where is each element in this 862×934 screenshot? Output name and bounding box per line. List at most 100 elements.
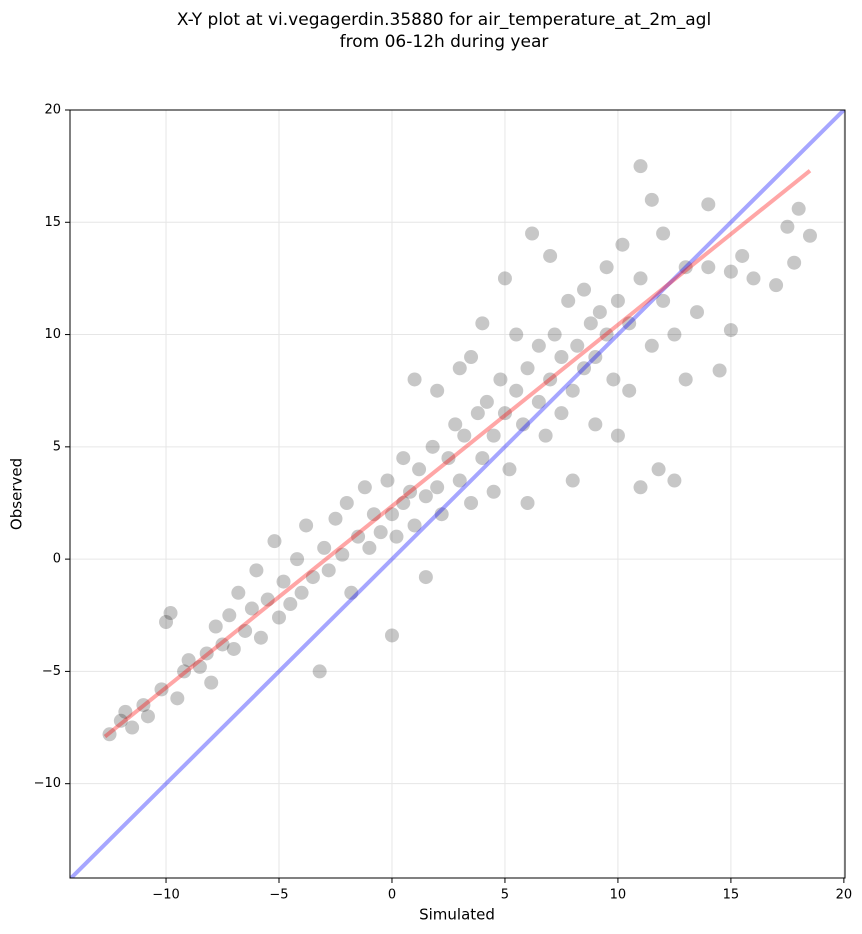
- point: [425, 439, 440, 454]
- point: [215, 637, 230, 652]
- point: [678, 372, 693, 387]
- point: [678, 260, 693, 275]
- point: [125, 720, 140, 735]
- point: [118, 704, 133, 719]
- x-axis-label: Simulated: [419, 906, 495, 924]
- point: [253, 630, 268, 645]
- point: [690, 305, 705, 320]
- point: [170, 691, 185, 706]
- y-tick-label: 0: [53, 552, 61, 567]
- point: [305, 570, 320, 585]
- point: [509, 383, 524, 398]
- point: [357, 480, 372, 495]
- point: [610, 428, 625, 443]
- point: [735, 248, 750, 263]
- x-tick-label: 15: [723, 888, 740, 903]
- point: [464, 350, 479, 365]
- point: [396, 451, 411, 466]
- point: [384, 507, 399, 522]
- point: [565, 383, 580, 398]
- fit-line: [70, 110, 845, 878]
- point: [520, 495, 535, 510]
- x-tick-label: 5: [501, 888, 509, 903]
- point: [452, 473, 467, 488]
- point: [656, 226, 671, 241]
- y-tick-label: −5: [42, 664, 61, 679]
- point: [407, 518, 422, 533]
- point: [366, 507, 381, 522]
- y-tick-label: 15: [44, 215, 61, 230]
- point: [384, 628, 399, 643]
- point: [159, 615, 174, 629]
- point: [362, 540, 377, 555]
- point: [470, 406, 485, 421]
- point: [651, 462, 666, 477]
- point: [644, 338, 659, 353]
- point: [260, 592, 275, 607]
- point: [181, 653, 196, 668]
- point: [475, 316, 490, 331]
- point: [204, 675, 219, 690]
- point: [606, 372, 621, 387]
- point: [701, 260, 716, 275]
- point: [561, 293, 576, 308]
- point: [493, 372, 508, 387]
- point: [554, 406, 569, 421]
- point: [267, 534, 282, 549]
- point: [222, 608, 237, 623]
- point: [479, 394, 494, 409]
- point: [418, 570, 433, 585]
- point: [290, 552, 305, 567]
- point: [163, 606, 178, 621]
- point: [525, 226, 540, 241]
- point: [199, 646, 214, 661]
- point: [335, 547, 350, 562]
- point: [547, 327, 562, 342]
- point: [238, 623, 253, 638]
- x-tick-label: −5: [269, 888, 288, 903]
- point: [328, 511, 343, 526]
- point: [226, 641, 241, 656]
- point: [769, 278, 784, 293]
- point: [599, 327, 614, 342]
- point: [380, 473, 395, 488]
- point: [577, 361, 592, 376]
- point: [244, 601, 259, 616]
- point: [577, 282, 592, 297]
- point: [339, 495, 354, 510]
- point: [448, 417, 463, 432]
- y-tick-label: 20: [44, 103, 61, 118]
- point: [746, 271, 761, 286]
- point: [140, 709, 155, 724]
- point: [294, 585, 309, 600]
- y-tick-label: 5: [53, 439, 61, 454]
- point: [452, 361, 467, 376]
- point: [570, 338, 585, 353]
- point: [136, 698, 151, 713]
- point: [723, 323, 738, 338]
- point: [154, 682, 169, 697]
- point: [780, 219, 795, 234]
- point: [403, 484, 418, 499]
- point: [434, 507, 449, 522]
- point: [615, 237, 630, 252]
- point: [312, 664, 327, 679]
- point: [520, 361, 535, 376]
- point: [430, 480, 445, 495]
- y-tick-label: −10: [34, 776, 61, 791]
- point: [407, 372, 422, 387]
- point: [644, 192, 659, 207]
- point: [497, 406, 512, 421]
- plot-frame: [69, 109, 846, 879]
- point: [543, 248, 558, 263]
- point: [231, 585, 246, 600]
- point: [588, 350, 603, 365]
- point: [701, 197, 716, 212]
- point: [667, 473, 682, 488]
- point: [475, 451, 490, 466]
- point: [531, 394, 546, 409]
- point: [208, 619, 223, 634]
- point: [538, 428, 553, 443]
- point: [565, 473, 580, 488]
- point: [599, 260, 614, 275]
